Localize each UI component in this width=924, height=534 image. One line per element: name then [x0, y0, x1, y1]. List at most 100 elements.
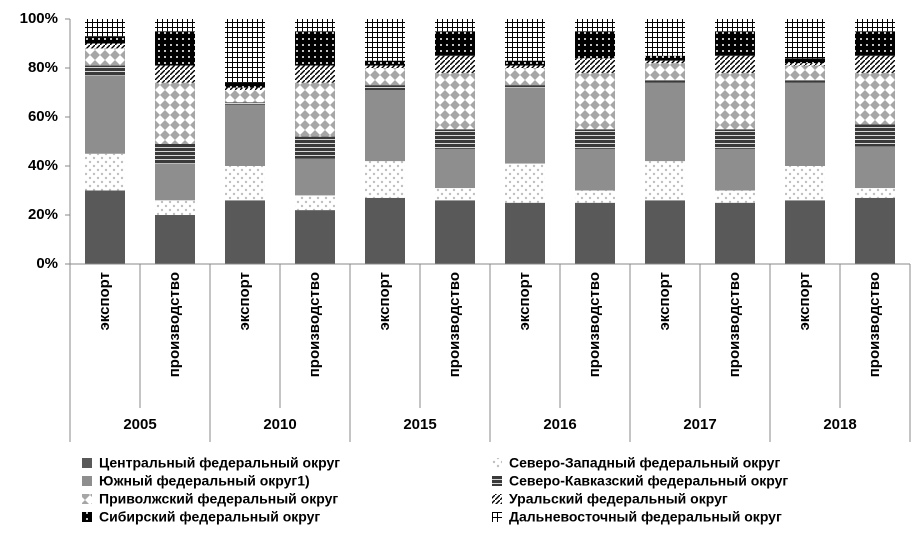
bar-segment [575, 148, 615, 191]
legend-label: Южный федеральный округ1) [99, 473, 310, 489]
legend-label: Северо-Западный федеральный округ [509, 455, 780, 471]
y-tick-label: 60% [28, 108, 58, 125]
bar-segment [155, 31, 195, 66]
bar-segment [155, 215, 195, 264]
legend-swatch [492, 512, 502, 522]
bar-segment [225, 104, 265, 166]
x-tick-label: экспорт [376, 272, 393, 330]
bar-segment [505, 19, 545, 61]
bar-segment [225, 90, 265, 103]
bar-segment [575, 190, 615, 203]
x-tick-label: экспорт [656, 272, 673, 330]
bar-segment [155, 143, 195, 164]
bar-segment [435, 19, 475, 32]
x-tick-label: экспорт [96, 272, 113, 330]
bar-segment [435, 55, 475, 73]
bar-segment [785, 200, 825, 264]
bar-segment [225, 200, 265, 264]
bar-segment [715, 55, 755, 73]
bar-segment [85, 36, 125, 44]
bar-segment [295, 136, 335, 159]
bar-segment [295, 65, 335, 83]
x-tick-label: производство [306, 272, 323, 377]
bar-segment [645, 161, 685, 201]
bar-segment [785, 65, 825, 81]
bar-segment [645, 80, 685, 83]
bar-segment [575, 202, 615, 264]
x-tick-label: экспорт [516, 272, 533, 330]
bar-segment [295, 19, 335, 32]
bar-segment [505, 163, 545, 203]
bar-segment [855, 72, 895, 125]
bar-segment [295, 82, 335, 137]
bar-segment [85, 65, 125, 76]
bar-segment [295, 31, 335, 66]
bar-segment [365, 60, 405, 66]
bar-segment [225, 87, 265, 91]
bar-segment [855, 19, 895, 32]
bar-segment [785, 80, 825, 83]
bar-segment [645, 60, 685, 64]
y-tick-label: 0% [36, 255, 58, 272]
bar-segment [505, 65, 545, 68]
group-label: 2005 [123, 416, 156, 433]
bar-segment [365, 161, 405, 198]
bar-segment [225, 166, 265, 201]
bar-segment [575, 58, 615, 73]
group-label: 2016 [543, 416, 576, 433]
x-tick-label: производство [866, 272, 883, 377]
bar-segment [435, 188, 475, 201]
bar-segment [365, 85, 405, 91]
bar-segment [645, 200, 685, 264]
y-tick-label: 80% [28, 59, 58, 76]
group-label: 2018 [823, 416, 856, 433]
bar-segment [365, 19, 405, 61]
legend-label: Сибирский федеральный округ [99, 509, 320, 525]
bar-segment [85, 190, 125, 264]
legend-swatch [82, 476, 92, 486]
bar-segment [715, 148, 755, 191]
bar-segment [785, 63, 825, 66]
bar-segment [85, 48, 125, 66]
bar-segment [645, 63, 685, 81]
group-label: 2017 [683, 416, 716, 433]
bar-segment [785, 58, 825, 64]
bar-segment [225, 82, 265, 88]
bar-segment [855, 197, 895, 264]
legend-swatch [82, 458, 92, 468]
bar-segment [505, 85, 545, 88]
bar-segment [715, 19, 755, 32]
bar-segment [855, 31, 895, 56]
bar-segment [365, 68, 405, 86]
legend-swatch [492, 458, 502, 468]
bar-segment [155, 82, 195, 144]
legend-swatch [492, 476, 502, 486]
bar-segment [435, 31, 475, 56]
bar-segment [295, 210, 335, 264]
x-tick-label: производство [586, 272, 603, 377]
bar-segment [855, 124, 895, 147]
bar-segment [715, 31, 755, 56]
bar-segment [715, 129, 755, 149]
legend-label: Центральный федеральный округ [99, 455, 340, 471]
bar-segment [85, 153, 125, 191]
legend-swatch [82, 512, 92, 522]
bar-segment [85, 19, 125, 37]
bar-segment [505, 60, 545, 66]
group-label: 2015 [403, 416, 436, 433]
legend-label: Дальневосточный федеральный округ [509, 509, 782, 525]
group-label: 2010 [263, 416, 296, 433]
bar-segment [785, 166, 825, 201]
bar-segment [645, 82, 685, 162]
bar-segment [85, 43, 125, 49]
legend-swatch [492, 494, 502, 504]
bar-segment [855, 188, 895, 198]
y-tick-label: 40% [28, 157, 58, 174]
bar-segment [365, 90, 405, 162]
bar-segment [505, 202, 545, 264]
legend-label: Приволжский федеральный округ [99, 491, 338, 507]
bar-segment [225, 19, 265, 83]
x-tick-label: производство [446, 272, 463, 377]
bar-segment [785, 19, 825, 59]
